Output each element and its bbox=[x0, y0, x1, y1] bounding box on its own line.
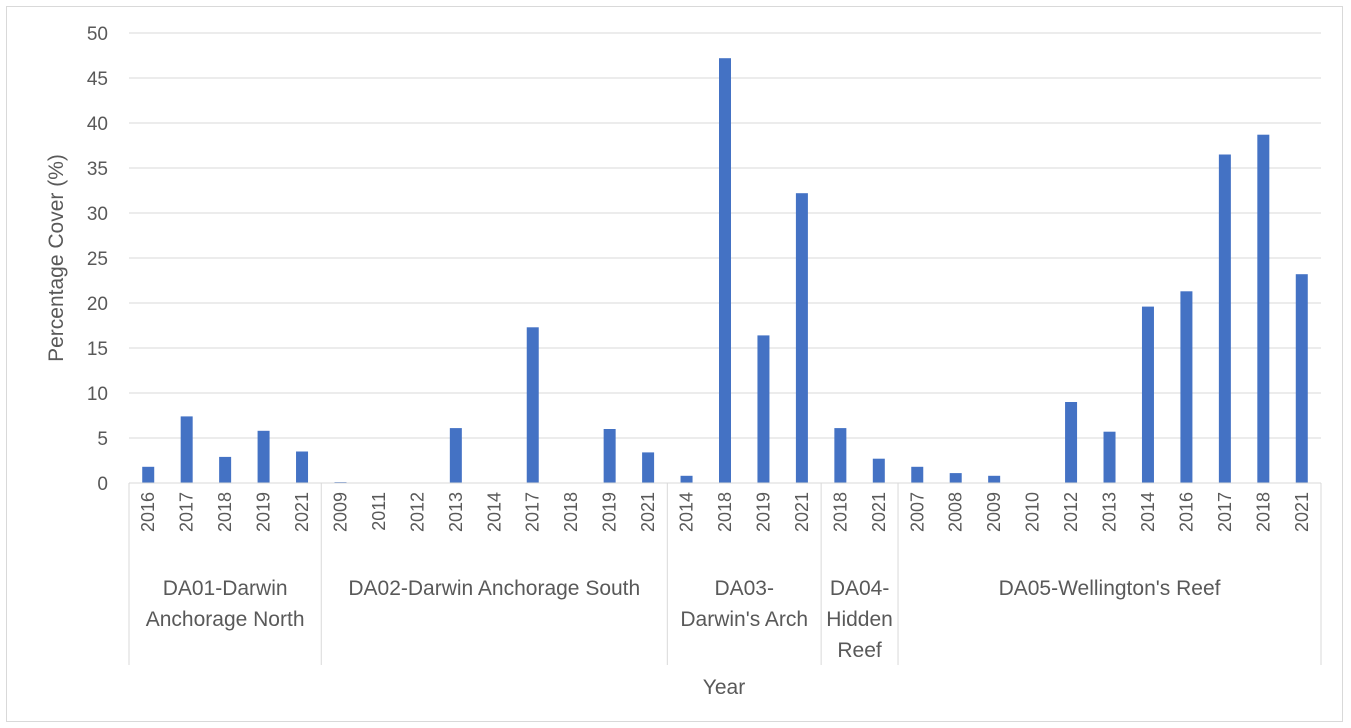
y-axis-label: Percentage Cover (%) bbox=[45, 154, 68, 362]
y-axis: 0 5 10 15 20 25 30 35 40 45 50 bbox=[87, 24, 108, 495]
chart-frame bbox=[6, 6, 1343, 722]
group-label: Anchorage North bbox=[146, 608, 305, 631]
bar bbox=[1295, 274, 1308, 483]
y-tick-label: 0 bbox=[97, 474, 108, 495]
x-tick-label: 2014 bbox=[677, 492, 697, 532]
x-tick-label: 2018 bbox=[215, 492, 235, 532]
x-tick-label: 2018 bbox=[561, 492, 581, 532]
y-tick-label: 40 bbox=[87, 114, 108, 135]
x-tick-label: 2016 bbox=[138, 492, 158, 532]
bar bbox=[142, 466, 155, 483]
group-label: Reef bbox=[837, 639, 882, 662]
bar bbox=[949, 473, 962, 483]
group-label: DA04- bbox=[830, 577, 890, 600]
bar bbox=[526, 327, 539, 483]
x-tick-label: 2017 bbox=[1215, 492, 1235, 532]
x-tick-label: 2018 bbox=[715, 492, 735, 532]
group-label: Hidden bbox=[826, 608, 893, 631]
x-tick-label: 2021 bbox=[292, 492, 312, 532]
x-tick-label: 2012 bbox=[407, 492, 427, 532]
x-tick-label: 2014 bbox=[1138, 492, 1158, 532]
x-tick-label: 2017 bbox=[177, 492, 197, 532]
x-tick-label: 2019 bbox=[254, 492, 274, 532]
x-tick-label: 2021 bbox=[792, 492, 812, 532]
x-tick-label: 2009 bbox=[330, 492, 350, 532]
x-tick-label: 2016 bbox=[1176, 492, 1196, 532]
x-tick-label: 2009 bbox=[984, 492, 1004, 532]
x-tick-label: 2010 bbox=[1023, 492, 1043, 532]
bar bbox=[795, 193, 808, 483]
bar bbox=[872, 458, 885, 483]
group-label: DA02-Darwin Anchorage South bbox=[348, 577, 640, 600]
x-tick-label: 2021 bbox=[638, 492, 658, 532]
y-tick-label: 45 bbox=[87, 69, 108, 90]
bar bbox=[257, 430, 270, 483]
bar bbox=[1141, 306, 1154, 483]
bar bbox=[296, 451, 309, 483]
bar bbox=[911, 466, 924, 483]
x-tick-label: 2013 bbox=[1100, 492, 1120, 532]
x-axis: 2016 2017 2018 2019 2021 DA01-Darwin Anchorage… bbox=[128, 482, 1322, 665]
x-tick-label: 2021 bbox=[869, 492, 889, 532]
bar bbox=[719, 58, 731, 483]
x-tick-label: 2021 bbox=[1292, 492, 1312, 532]
bar bbox=[449, 428, 462, 483]
x-axis-label: Year bbox=[703, 676, 745, 699]
x-tick-label: 2018 bbox=[830, 492, 850, 532]
y-tick-label: 35 bbox=[87, 159, 108, 180]
bar bbox=[834, 428, 847, 483]
group-label: DA03- bbox=[714, 577, 774, 600]
bars bbox=[142, 58, 1308, 483]
group-label: DA05-Wellington's Reef bbox=[999, 577, 1221, 600]
bar bbox=[180, 416, 193, 483]
x-tick-label: 2012 bbox=[1061, 492, 1081, 532]
bar bbox=[1103, 431, 1116, 483]
y-tick-label: 50 bbox=[87, 24, 108, 45]
x-tick-label: 2007 bbox=[907, 492, 927, 532]
bar bbox=[603, 429, 616, 483]
x-tick-label: 2019 bbox=[753, 492, 773, 532]
x-tick-label: 2014 bbox=[484, 492, 504, 532]
x-tick-label: 2011 bbox=[369, 492, 389, 531]
y-tick-label: 10 bbox=[87, 384, 108, 405]
y-tick-label: 30 bbox=[87, 204, 108, 225]
bar bbox=[757, 335, 770, 483]
bar bbox=[988, 475, 1001, 483]
x-tick-label: 2008 bbox=[946, 492, 966, 532]
bar bbox=[1257, 134, 1270, 483]
bar bbox=[1180, 291, 1193, 483]
y-tick-label: 15 bbox=[87, 339, 108, 360]
bar bbox=[680, 475, 693, 483]
x-tick-label: 2019 bbox=[600, 492, 620, 532]
group-label: Darwin's Arch bbox=[680, 608, 808, 631]
group-label: DA01-Darwin bbox=[163, 577, 288, 600]
bar bbox=[642, 452, 655, 483]
x-tick-label: 2017 bbox=[523, 492, 543, 532]
y-tick-label: 5 bbox=[97, 429, 108, 450]
x-tick-label: 2018 bbox=[1253, 492, 1273, 532]
y-tick-label: 20 bbox=[87, 294, 108, 315]
bar bbox=[1218, 154, 1231, 483]
bar bbox=[1065, 402, 1078, 483]
x-tick-label: 2013 bbox=[446, 492, 466, 532]
y-tick-label: 25 bbox=[87, 249, 108, 270]
bar bbox=[219, 456, 232, 483]
